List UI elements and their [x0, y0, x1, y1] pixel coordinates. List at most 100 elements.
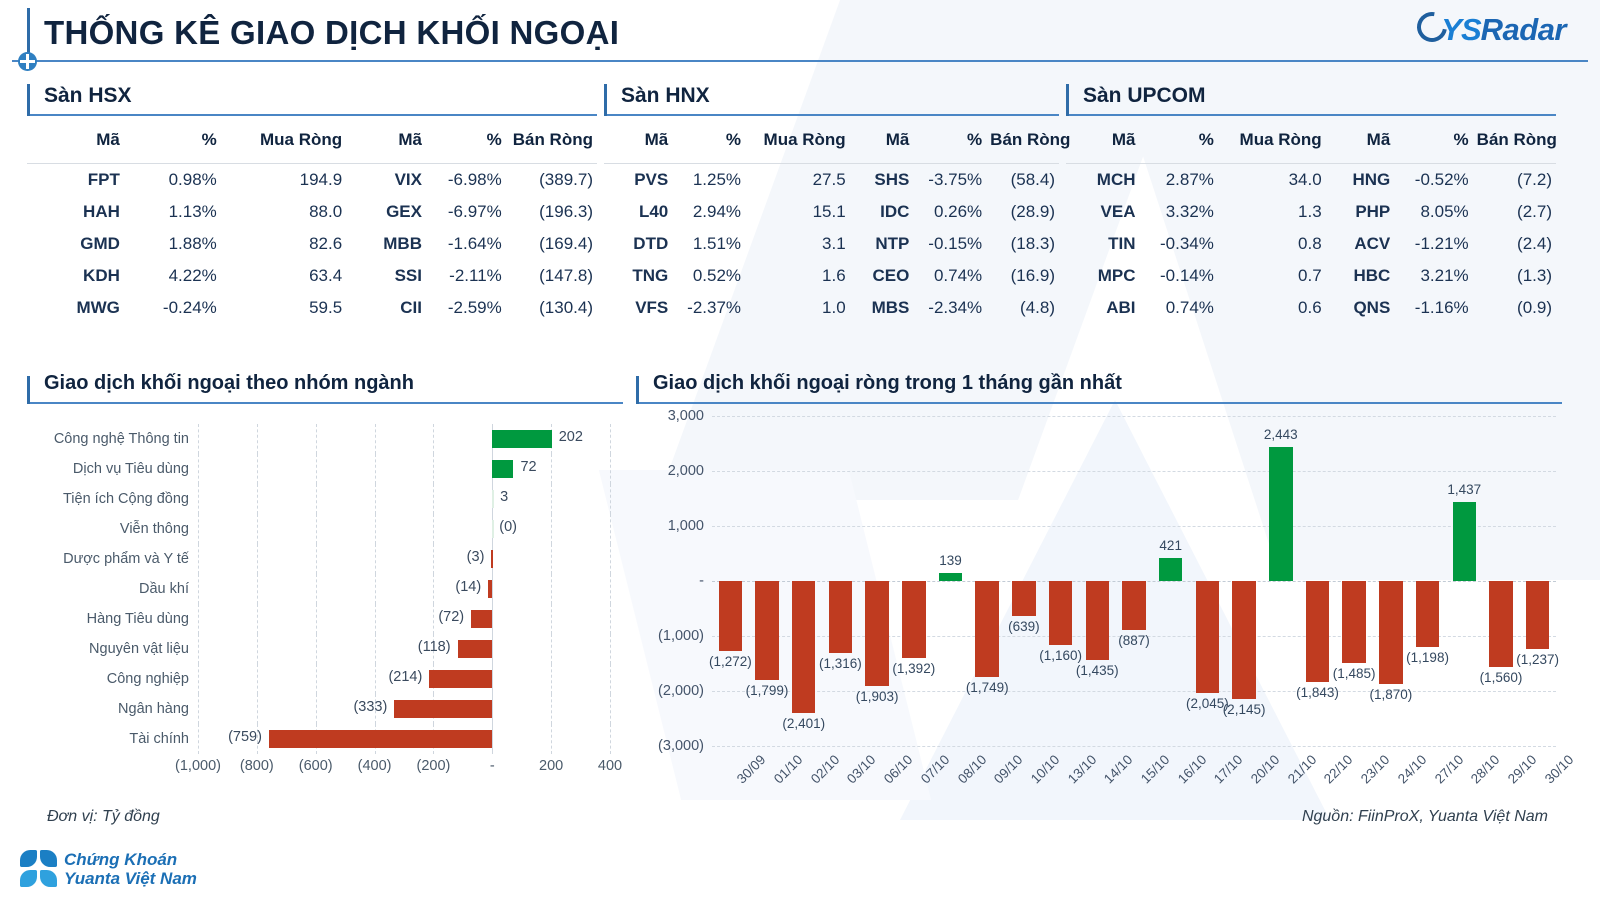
monthly-bar[interactable] — [865, 581, 889, 686]
sector-bar[interactable] — [394, 700, 493, 718]
gridline — [551, 574, 553, 604]
monthly-bar[interactable] — [1085, 581, 1110, 660]
gridline — [374, 574, 376, 604]
cell-sell-symbol: PHP — [1355, 202, 1391, 221]
cell-sell-pct: -0.15% — [928, 234, 983, 253]
monthly-chart-title: Giao dịch khối ngoại ròng trong 1 tháng … — [653, 372, 1122, 394]
sector-bar[interactable] — [268, 730, 493, 748]
sector-bar[interactable] — [471, 610, 493, 628]
monthly-y-tick-label: - — [699, 573, 704, 589]
monthly-bar[interactable] — [1525, 581, 1550, 650]
cell-sell-pct: 3.21% — [1420, 266, 1469, 285]
table-row[interactable]: KDH 4.22% 63.4 SSI -2.11% (147.8) — [27, 260, 597, 292]
table-row[interactable]: FPT 0.98% 194.9 VIX -6.98% (389.7) — [27, 164, 597, 197]
cell-sell-pct: -3.75% — [928, 170, 983, 189]
table-row[interactable]: PVS 1.25% 27.5 SHS -3.75% (58.4) — [604, 164, 1059, 197]
monthly-value-label: (1,560) — [1479, 669, 1523, 685]
gridline — [315, 634, 317, 664]
gridline — [256, 514, 258, 544]
monthly-bar[interactable] — [791, 581, 816, 714]
table-row[interactable]: L40 2.94% 15.1 IDC 0.26% (28.9) — [604, 196, 1059, 228]
zero-axis-line — [492, 694, 494, 724]
sector-bar[interactable] — [492, 520, 495, 538]
sector-bar[interactable] — [491, 550, 494, 568]
cell-buy-symbol: VFS — [635, 298, 669, 317]
monthly-bar[interactable] — [1048, 581, 1073, 645]
cell-buy-symbol: TIN — [1108, 234, 1136, 253]
sector-plot-area: (333) — [198, 694, 611, 724]
monthly-bar[interactable] — [938, 573, 963, 581]
table-body-upcom: MCH 2.87% 34.0 HNG -0.52% (7.2) VEA 3.32% 1.3 PHP… — [1066, 164, 1556, 325]
cell-buy-pct: -0.14% — [1160, 266, 1214, 285]
cell-buy-value: 1.6 — [822, 266, 846, 285]
monthly-bar[interactable] — [1415, 581, 1440, 647]
table-row[interactable]: MWG -0.24% 59.5 CII -2.59% (130.4) — [27, 292, 597, 324]
table-row[interactable]: DTD 1.51% 3.1 NTP -0.15% (18.3) — [604, 228, 1059, 260]
monthly-bar[interactable] — [902, 581, 926, 658]
sector-bar[interactable] — [492, 490, 495, 508]
monthly-bar[interactable] — [1232, 581, 1256, 699]
gridline — [315, 484, 317, 514]
table-row[interactable]: TIN -0.34% 0.8 ACV -1.21% (2.4) — [1066, 228, 1556, 260]
sector-plot-area: (3) — [198, 544, 611, 574]
monthly-bar[interactable] — [1012, 581, 1036, 617]
panel-divider — [604, 114, 1059, 116]
gridline — [256, 484, 258, 514]
sector-bar[interactable] — [492, 430, 552, 448]
monthly-bar[interactable] — [1122, 581, 1146, 630]
monthly-bar[interactable] — [1158, 557, 1183, 581]
monthly-bar[interactable] — [1452, 501, 1476, 581]
monthly-bar[interactable] — [1379, 581, 1403, 684]
monthly-bar[interactable] — [1305, 581, 1330, 683]
cell-sell-pct: 0.26% — [933, 202, 983, 221]
cell-buy-value: 1.0 — [822, 298, 846, 317]
cell-buy-pct: 4.22% — [168, 266, 217, 285]
monthly-y-tick-label: 1,000 — [667, 518, 704, 534]
monthly-value-label: (1,870) — [1369, 686, 1413, 702]
table-row[interactable]: MCH 2.87% 34.0 HNG -0.52% (7.2) — [1066, 164, 1556, 197]
cell-buy-symbol: VEA — [1100, 202, 1136, 221]
cell-sell-pct: -1.64% — [447, 234, 502, 253]
sector-bar[interactable] — [492, 460, 514, 478]
sector-bar[interactable] — [429, 670, 493, 688]
monthly-x-tick-label: 20/10 — [1247, 752, 1283, 787]
table-row[interactable]: ABI 0.74% 0.6 QNS -1.16% (0.9) — [1066, 292, 1556, 324]
monthly-x-tick-label: 10/10 — [1027, 752, 1063, 787]
monthly-x-tick-label: 24/10 — [1394, 752, 1430, 787]
table-row[interactable]: VFS -2.37% 1.0 MBS -2.34% (4.8) — [604, 292, 1059, 324]
table-row[interactable]: VEA 3.32% 1.3 PHP 8.05% (2.7) — [1066, 196, 1556, 228]
monthly-bar[interactable] — [828, 581, 853, 654]
monthly-bar[interactable] — [718, 581, 743, 651]
monthly-bar[interactable] — [975, 581, 999, 678]
table-row[interactable]: HAH 1.13% 88.0 GEX -6.97% (196.3) — [27, 196, 597, 228]
col-header-mua-rong: Mua Ròng — [260, 130, 343, 149]
monthly-bar[interactable] — [755, 581, 779, 680]
table-row[interactable]: GMD 1.88% 82.6 MBB -1.64% (169.4) — [27, 228, 597, 260]
section-header-monthly: Giao dịch khối ngoại ròng trong 1 tháng … — [636, 372, 1562, 404]
cell-buy-value: 27.5 — [812, 170, 846, 189]
gridline — [256, 544, 258, 574]
cell-sell-symbol: IDC — [880, 202, 910, 221]
sector-x-tick-label: (1,000) — [175, 758, 221, 774]
gridline — [551, 634, 553, 664]
monthly-x-tick-label: 17/10 — [1211, 752, 1246, 787]
cell-sell-symbol: HNG — [1352, 170, 1391, 189]
monthly-bar[interactable] — [1195, 581, 1220, 694]
monthly-x-tick-label: 27/10 — [1431, 752, 1466, 787]
cell-sell-value: (4.8) — [1020, 298, 1055, 317]
table-row[interactable]: TNG 0.52% 1.6 CEO 0.74% (16.9) — [604, 260, 1059, 292]
sector-bar[interactable] — [488, 580, 493, 598]
monthly-value-label: (2,145) — [1222, 701, 1266, 717]
monthly-bar[interactable] — [1342, 581, 1366, 663]
cell-buy-pct: -2.37% — [687, 298, 742, 317]
gridline — [433, 604, 435, 634]
gridline — [374, 694, 376, 724]
sector-bar[interactable] — [457, 640, 493, 658]
monthly-bar[interactable] — [1489, 581, 1513, 667]
cell-sell-symbol: NTP — [875, 234, 910, 253]
cell-sell-pct: -1.21% — [1414, 234, 1469, 253]
monthly-value-label: (1,160) — [1039, 647, 1082, 663]
table-row[interactable]: MPC -0.14% 0.7 HBC 3.21% (1.3) — [1066, 260, 1556, 292]
monthly-bar[interactable] — [1269, 446, 1293, 581]
